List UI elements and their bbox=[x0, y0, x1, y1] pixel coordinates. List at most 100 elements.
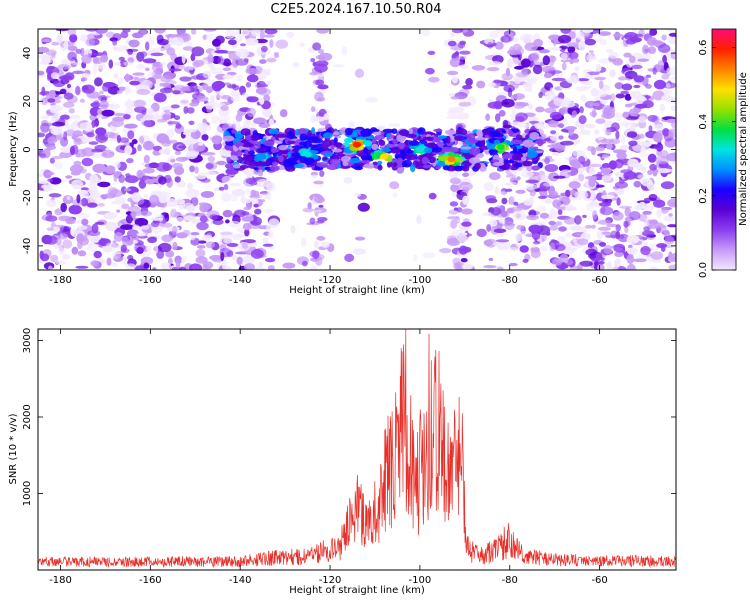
heatmap-cell bbox=[512, 211, 527, 221]
heatmap-cell bbox=[469, 157, 481, 165]
heatmap-cell bbox=[158, 176, 167, 185]
heatmap-cell bbox=[526, 150, 538, 159]
heatmap-cell bbox=[495, 239, 510, 243]
heatmap-cell bbox=[278, 155, 284, 163]
heatmap-cell bbox=[493, 79, 502, 84]
heatmap-cell bbox=[81, 157, 94, 167]
heatmap-cell bbox=[532, 146, 539, 150]
heatmap-cell bbox=[205, 241, 216, 249]
heatmap-cell bbox=[87, 49, 93, 54]
heatmap-cell bbox=[525, 179, 539, 184]
heatmap-cell bbox=[316, 236, 326, 241]
heatmap-cell bbox=[207, 156, 216, 162]
heatmap-cell bbox=[457, 41, 466, 49]
heatmap-cell bbox=[669, 202, 676, 206]
spectrogram-y-axis-label: Frequency (Hz) bbox=[8, 111, 19, 187]
heatmap-cell bbox=[156, 115, 164, 120]
heatmap-cell bbox=[147, 71, 155, 77]
heatmap-cell bbox=[111, 262, 119, 268]
heatmap-cell bbox=[147, 107, 154, 114]
heatmap-cell bbox=[233, 142, 245, 147]
heatmap-cell bbox=[71, 144, 79, 155]
heatmap-cell bbox=[99, 100, 109, 110]
heatmap-cell bbox=[592, 210, 598, 220]
heatmap-cell bbox=[332, 64, 346, 68]
heatmap-cell bbox=[85, 38, 95, 47]
heatmap-cell bbox=[635, 163, 645, 171]
heatmap-cell bbox=[150, 52, 164, 57]
heatmap-cell bbox=[633, 258, 647, 263]
heatmap-cell bbox=[621, 136, 626, 144]
heatmap-cell bbox=[153, 92, 167, 103]
heatmap-cell bbox=[250, 189, 256, 197]
heatmap-cell bbox=[462, 263, 473, 270]
heatmap-cell bbox=[495, 113, 501, 123]
heatmap-cell bbox=[540, 245, 549, 252]
heatmap-cell bbox=[303, 157, 315, 165]
heatmap-cell bbox=[533, 241, 541, 245]
heatmap-cell bbox=[231, 129, 237, 134]
heatmap-cell bbox=[58, 245, 65, 255]
heatmap-cell bbox=[185, 42, 193, 46]
heatmap-cell bbox=[139, 51, 148, 57]
heatmap-cell bbox=[332, 148, 343, 153]
heatmap-cell bbox=[50, 126, 62, 136]
heatmap-cell bbox=[41, 97, 48, 106]
heatmap-cell bbox=[210, 67, 224, 75]
heatmap-cell bbox=[41, 55, 51, 65]
heatmap-cell bbox=[524, 88, 533, 93]
spectrogram-panel: -180 -160 -140 -120 -100 -80 -60 -40 -20 0 20 40 H… bbox=[8, 28, 677, 296]
heatmap-cell bbox=[356, 136, 366, 141]
heatmap-cell bbox=[211, 81, 223, 92]
heatmap-cell bbox=[100, 54, 109, 63]
heatmap-cell bbox=[256, 178, 269, 188]
heatmap-cell bbox=[653, 79, 667, 90]
heatmap-cell bbox=[140, 225, 150, 230]
heatmap-cell bbox=[514, 65, 525, 70]
heatmap-cell bbox=[548, 58, 555, 67]
heatmap-cell bbox=[567, 45, 576, 54]
heatmap-cell bbox=[230, 182, 241, 187]
heatmap-cell bbox=[299, 133, 308, 141]
heatmap-cell bbox=[501, 98, 515, 108]
heatmap-cell bbox=[505, 174, 517, 178]
heatmap-cell bbox=[271, 161, 279, 166]
heatmap-cell bbox=[596, 171, 603, 177]
heatmap-cell bbox=[240, 228, 246, 235]
spectrogram-x-tick-label: -100 bbox=[409, 275, 432, 286]
heatmap-cell bbox=[151, 62, 164, 73]
heatmap-cell bbox=[586, 54, 593, 62]
heatmap-cell bbox=[614, 251, 624, 258]
heatmap-cell bbox=[205, 163, 214, 170]
heatmap-cell bbox=[46, 199, 57, 208]
heatmap-cell bbox=[191, 46, 205, 57]
heatmap-cell bbox=[230, 90, 241, 97]
heatmap-cell bbox=[354, 193, 361, 197]
heatmap-cell bbox=[319, 170, 325, 178]
heatmap-cell bbox=[519, 245, 529, 253]
heatmap-cell bbox=[501, 72, 513, 81]
heatmap-cell bbox=[670, 76, 676, 81]
heatmap-cell bbox=[516, 102, 529, 107]
heatmap-cell bbox=[557, 34, 572, 44]
heatmap-cell bbox=[43, 186, 50, 193]
heatmap-cell bbox=[317, 129, 324, 133]
heatmap-cell bbox=[258, 261, 264, 268]
heatmap-cell bbox=[75, 85, 81, 96]
heatmap-cell bbox=[662, 128, 670, 137]
heatmap-cell bbox=[202, 34, 208, 40]
heatmap-cell bbox=[323, 113, 330, 121]
heatmap-cell bbox=[257, 147, 267, 152]
heatmap-cell bbox=[612, 211, 624, 221]
heatmap-cell bbox=[68, 114, 81, 120]
heatmap-cell bbox=[186, 182, 193, 190]
heatmap-cell bbox=[554, 259, 563, 263]
heatmap-cell bbox=[589, 50, 594, 54]
heatmap-cell bbox=[333, 137, 338, 144]
heatmap-cell bbox=[579, 106, 584, 114]
heatmap-cell bbox=[50, 226, 61, 233]
heatmap-cell bbox=[652, 67, 657, 75]
heatmap-cell bbox=[459, 50, 471, 55]
heatmap-cell bbox=[63, 92, 74, 100]
